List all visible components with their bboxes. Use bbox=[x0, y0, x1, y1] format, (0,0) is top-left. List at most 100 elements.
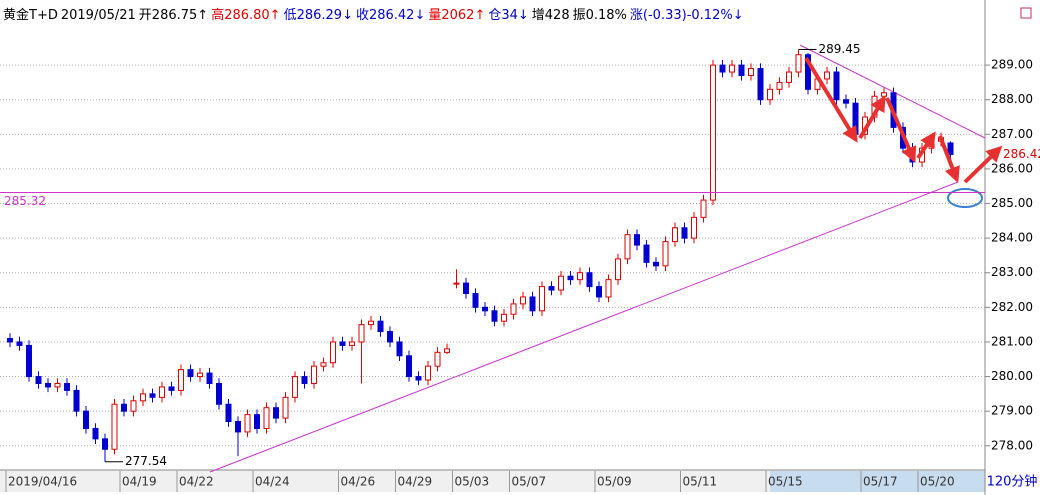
target-ellipse bbox=[947, 188, 983, 208]
candle-body bbox=[349, 341, 355, 346]
candle-body bbox=[757, 68, 764, 101]
hline-label: 285.32 bbox=[4, 194, 46, 208]
candle-body bbox=[843, 99, 849, 104]
y-tick-label: 280.00 bbox=[991, 369, 1033, 383]
candle-body bbox=[130, 400, 137, 412]
candle-body bbox=[301, 376, 308, 384]
candle-body bbox=[178, 369, 184, 391]
candle-body bbox=[263, 407, 270, 429]
candle-body bbox=[102, 438, 108, 450]
x-tick-label: 05/15 bbox=[768, 475, 803, 489]
x-tick-label: 05/17 bbox=[863, 475, 898, 489]
period-label: 120分钟 bbox=[987, 474, 1038, 490]
candle-body bbox=[83, 410, 89, 429]
y-tick-label: 284.00 bbox=[991, 231, 1033, 245]
candle-body bbox=[662, 241, 669, 267]
header-item: 收286.42↓ bbox=[355, 8, 426, 23]
x-axis-highlight bbox=[770, 471, 985, 492]
candle-body bbox=[339, 341, 346, 346]
candle-body bbox=[767, 88, 773, 101]
last-price-label: 286.42 bbox=[1003, 147, 1040, 161]
header-item: 量2062↑ bbox=[428, 8, 486, 23]
candle-body bbox=[320, 362, 327, 367]
candle-body bbox=[35, 376, 42, 384]
candle-body bbox=[387, 331, 393, 343]
candle-body bbox=[273, 407, 279, 419]
candle-body bbox=[16, 341, 23, 346]
candle-body bbox=[947, 142, 954, 155]
candle-body bbox=[121, 403, 127, 412]
candle-body bbox=[168, 386, 175, 391]
candle-body bbox=[748, 68, 754, 76]
candle-body bbox=[140, 393, 146, 402]
candle-body bbox=[197, 372, 203, 378]
x-tick-label: 05/09 bbox=[597, 475, 632, 489]
min-label: 277.54 bbox=[125, 454, 167, 468]
candle-body bbox=[529, 296, 536, 312]
y-tick-label: 279.00 bbox=[991, 404, 1033, 418]
x-tick-label: 04/22 bbox=[179, 475, 214, 489]
candle-body bbox=[795, 54, 802, 73]
candle-body bbox=[520, 296, 526, 305]
candle-body bbox=[567, 275, 574, 281]
candle-body bbox=[7, 337, 13, 343]
candle-body bbox=[776, 81, 783, 90]
candle-body bbox=[653, 261, 659, 267]
candle-body bbox=[311, 365, 317, 384]
header-item: 振0.18% bbox=[572, 8, 627, 23]
candle-body bbox=[45, 382, 51, 388]
candle-body bbox=[453, 282, 460, 285]
candle-body bbox=[64, 382, 70, 391]
candle-body bbox=[596, 286, 602, 298]
candle-body bbox=[73, 389, 80, 412]
candle-body bbox=[710, 64, 716, 201]
annotations: 285.32 289.45 277.54 286.42 bbox=[0, 42, 1040, 468]
candle-body bbox=[634, 234, 640, 246]
x-tick-label: 05/20 bbox=[920, 475, 955, 489]
corner-box[interactable] bbox=[1020, 7, 1032, 19]
candle-body bbox=[624, 234, 631, 260]
candle-body bbox=[472, 293, 479, 308]
x-tick-label: 05/03 bbox=[455, 475, 490, 489]
arrow bbox=[916, 131, 936, 160]
candle-body bbox=[368, 320, 374, 326]
x-axis: 2019/04/16 04/19 04/22 04/24 04/26 04/29 05/03… bbox=[5, 471, 955, 492]
header-item: 增428 bbox=[531, 8, 570, 23]
candle-body bbox=[510, 303, 517, 315]
candle-body bbox=[406, 355, 412, 378]
candle-body bbox=[92, 427, 99, 440]
candle-body bbox=[691, 216, 697, 239]
candle-body bbox=[254, 414, 260, 429]
resistance-trendline bbox=[799, 44, 986, 139]
candle-body bbox=[539, 286, 545, 312]
candle-body bbox=[187, 369, 194, 378]
candle-body bbox=[833, 71, 840, 101]
grid bbox=[0, 64, 990, 447]
candle-body bbox=[26, 344, 32, 378]
candle-body bbox=[482, 306, 488, 312]
candle-body bbox=[206, 372, 213, 384]
candle-body bbox=[681, 227, 688, 239]
candle-body bbox=[425, 365, 431, 381]
candle-body bbox=[852, 102, 859, 135]
candle-body bbox=[111, 403, 118, 450]
header-item: 高286.80↑ bbox=[211, 8, 281, 23]
candle-body bbox=[225, 403, 232, 423]
x-tick-label: 04/29 bbox=[398, 475, 433, 489]
y-tick-label: 288.00 bbox=[991, 92, 1033, 106]
candle-body bbox=[501, 313, 507, 322]
header: 黄金T+D 2019/05/21 开286.75↑ 高286.80↑ 低286.29↓ 收… bbox=[3, 4, 747, 23]
candle-body bbox=[235, 421, 241, 433]
candle-body bbox=[415, 376, 422, 381]
arrow bbox=[804, 56, 858, 143]
candle-body bbox=[700, 199, 707, 218]
candle-body bbox=[444, 348, 450, 353]
candle-body bbox=[396, 341, 403, 357]
candle-body bbox=[330, 341, 336, 364]
candle-body bbox=[244, 414, 251, 433]
y-tick-label: 282.00 bbox=[991, 300, 1033, 314]
candle-body bbox=[643, 244, 650, 263]
x-tick-label: 04/24 bbox=[255, 475, 290, 489]
